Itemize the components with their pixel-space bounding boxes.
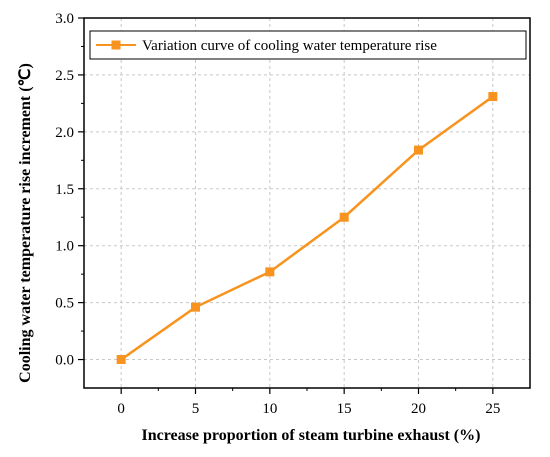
x-axis-title: Increase proportion of steam turbine exh…	[142, 427, 481, 444]
y-axis-title: Cooling water temperature rise increment…	[17, 63, 34, 383]
data-point-marker	[265, 267, 275, 277]
legend-marker-square	[111, 40, 121, 50]
y-tick-label: 0.5	[55, 296, 74, 312]
legend-box	[89, 30, 527, 60]
data-point-marker	[191, 302, 200, 312]
x-tick-label: 25	[485, 401, 500, 417]
data-point-marker	[116, 355, 126, 365]
data-point-marker	[339, 212, 349, 222]
grid	[84, 18, 530, 388]
x-tick-label: 15	[337, 401, 352, 417]
legend-label: Variation curve of cooling water tempera…	[142, 38, 437, 54]
y-tick-label: 3.0	[55, 11, 74, 27]
data-point-marker	[414, 145, 423, 155]
x-tick-label: 5	[192, 401, 200, 417]
series-layer	[116, 92, 498, 365]
series-line	[120, 95, 494, 361]
legend: Variation curve of cooling water tempera…	[89, 30, 527, 60]
y-tick-label: 2.5	[55, 68, 74, 84]
axis-ticks: 0 5 10 15 20 25 0.0 0.5 1.0 1.5 2.0 2.5 3.0	[55, 11, 500, 417]
x-tick-label: 0	[117, 401, 125, 417]
data-point-marker	[488, 92, 498, 102]
y-tick-label: 1.0	[55, 239, 74, 255]
y-tick-label: 0.0	[55, 353, 74, 369]
x-tick-label: 20	[411, 401, 426, 417]
y-tick-label: 2.0	[55, 125, 74, 141]
plot-frame	[83, 17, 531, 389]
x-tick-label: 10	[262, 401, 277, 417]
y-tick-label: 1.5	[55, 182, 74, 198]
